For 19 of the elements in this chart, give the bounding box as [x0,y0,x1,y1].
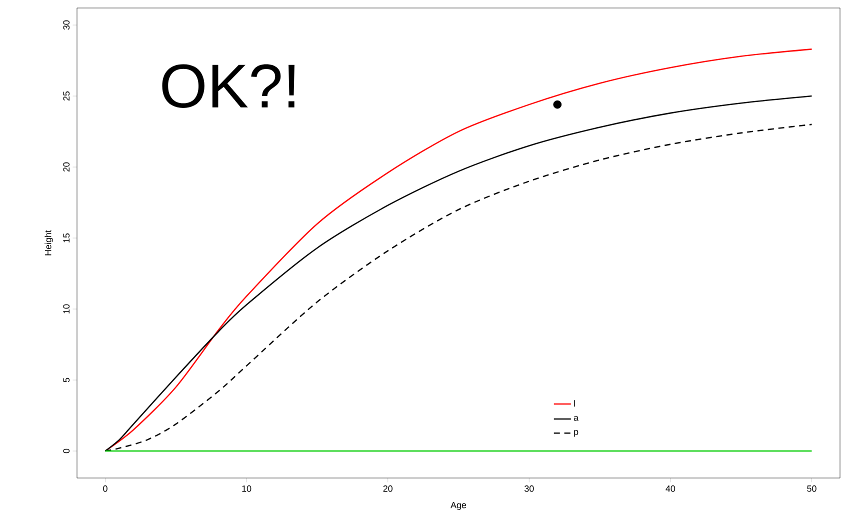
legend-label: l [574,400,575,407]
y-tick-label: 15 [63,233,70,242]
legend-label: a [574,416,579,421]
y-tick-label: 30 [63,20,70,30]
y-tick-label: 5 [63,378,70,382]
y-tick-label: 25 [63,91,70,101]
x-tick-label: 40 [666,485,676,492]
y-tick-label: 10 [63,304,70,314]
x-tick-label: 30 [524,485,534,492]
y-tick-label: 0 [63,448,70,454]
x-axis-title: Age [450,502,466,510]
x-tick-label: 50 [807,485,816,492]
x-tick-label: 10 [242,485,252,492]
x-tick-label: 0 [103,485,108,492]
y-tick-label: 20 [63,162,70,172]
legend-label: p [574,430,578,437]
y-axis-title: Height [44,230,54,256]
annotation: OK?! [162,64,294,108]
x-tick-label: 20 [383,485,392,492]
